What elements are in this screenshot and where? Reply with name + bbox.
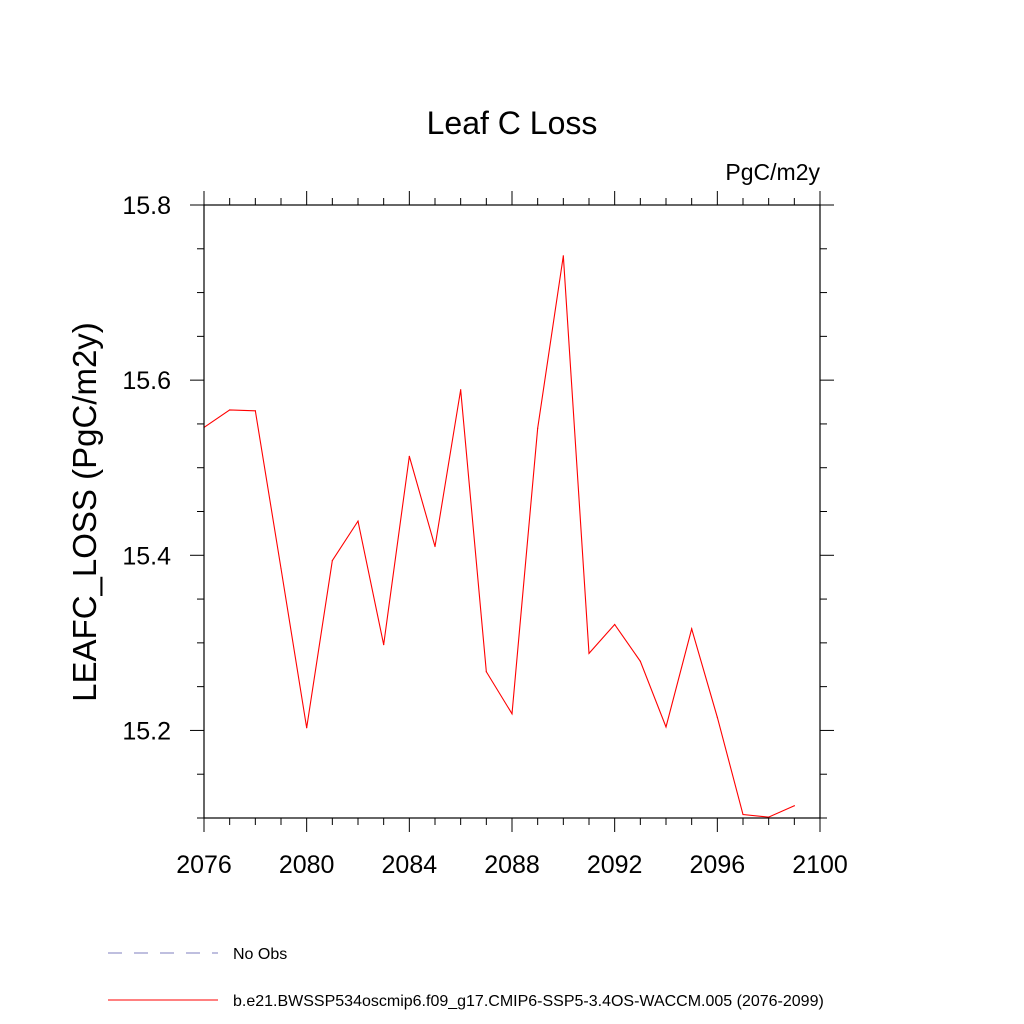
data-point — [511, 713, 513, 715]
x-tick-label: 2080 — [279, 851, 335, 879]
data-point — [357, 520, 359, 522]
legend-label-no-obs: No Obs — [233, 946, 287, 963]
x-tick-label: 2096 — [690, 851, 746, 879]
y-tick-label: 15.8 — [122, 192, 171, 220]
data-point — [793, 805, 795, 807]
data-point — [588, 652, 590, 654]
x-tick-label: 2100 — [792, 851, 848, 879]
data-point — [614, 623, 616, 626]
y-tick-label: 15.2 — [122, 717, 171, 745]
data-point — [280, 567, 282, 570]
data-point — [254, 410, 256, 412]
data-point — [665, 726, 667, 728]
x-tick-label: 2088 — [484, 851, 540, 879]
chart-title: Leaf C Loss — [427, 105, 598, 141]
tick-labels: 2076 2080 2084 2088 2092 2096 2100 15.2 15.4 15.6… — [122, 192, 847, 879]
data-point — [306, 727, 308, 729]
legend: No Obs b.e21.BWSSP534oscmip6.f09_g17.CMI… — [108, 946, 824, 1010]
x-tick-label: 2092 — [587, 851, 643, 879]
data-point — [716, 716, 718, 718]
x-tick-label: 2084 — [382, 851, 438, 879]
data-point — [229, 409, 231, 411]
x-tick-label: 2076 — [176, 851, 232, 879]
data-point — [331, 559, 333, 562]
tick-marks — [190, 191, 834, 832]
data-point — [485, 671, 487, 673]
y-tick-label: 15.4 — [122, 542, 171, 570]
data-point — [434, 545, 436, 548]
plot-frame — [203, 204, 821, 819]
data-point — [408, 455, 410, 457]
data-point — [537, 427, 539, 429]
y-tick-label: 15.6 — [122, 367, 171, 395]
data-point — [460, 389, 462, 391]
data-point — [639, 660, 641, 662]
data-point — [383, 644, 385, 646]
units-label: PgC/m2y — [725, 159, 820, 185]
data-point — [742, 813, 744, 816]
data-point — [562, 255, 564, 257]
series-layer — [203, 255, 795, 818]
series-line — [203, 255, 795, 818]
data-point — [691, 628, 693, 630]
legend-label-model: b.e21.BWSSP534oscmip6.f09_g17.CMIP6-SSP5… — [233, 993, 824, 1010]
y-axis-label: LEAFC_LOSS (PgC/m2y) — [66, 322, 103, 702]
